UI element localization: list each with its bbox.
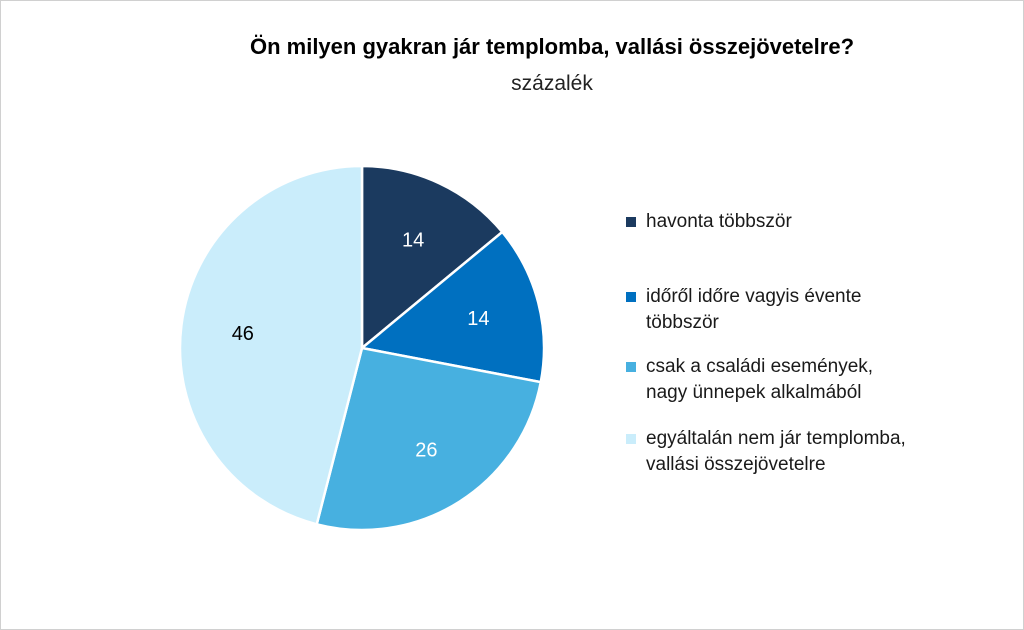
legend-item: havonta többször	[626, 209, 966, 235]
pie-slice	[178, 164, 364, 526]
legend-label-line: nagy ünnepek alkalmából	[646, 382, 862, 403]
legend-label-line: havonta többször	[646, 211, 792, 232]
legend-label-line: egyáltalán nem jár templomba,	[646, 428, 906, 449]
chart-title: Ön milyen gyakran jár templomba, vallási…	[249, 34, 855, 59]
legend-label-line: többször	[646, 312, 719, 333]
legend-swatch	[626, 362, 636, 372]
legend-label: havonta többször	[646, 209, 792, 235]
legend-label: időről időre vagyis évente többször	[646, 284, 861, 336]
data-label: 14	[467, 308, 489, 330]
legend-item: időről időre vagyis évente többször	[626, 284, 966, 336]
legend-swatch	[626, 217, 636, 227]
legend-swatch	[626, 434, 636, 444]
legend-label: csak a családi események, nagy ünnepek al…	[646, 354, 873, 406]
pie-slice	[359, 230, 546, 384]
legend-swatch	[626, 292, 636, 302]
data-label: 14	[402, 229, 424, 251]
data-label: 46	[232, 323, 254, 345]
pie-slice	[360, 164, 504, 351]
legend-label-line: időről időre vagyis évente	[646, 286, 862, 307]
legend-label-line: csak a családi események,	[646, 356, 874, 377]
legend-label-line: vallási összejövetelre	[646, 454, 826, 475]
data-label: 26	[415, 439, 437, 461]
legend-item: egyáltalán nem jár templomba, vallási öss…	[626, 426, 966, 478]
legend-label: egyáltalán nem jár templomba, vallási öss…	[646, 426, 906, 478]
pie-slice	[315, 346, 543, 532]
legend-item: csak a családi események, nagy ünnepek al…	[626, 354, 966, 406]
chart-subtitle: százalék	[511, 72, 593, 95]
